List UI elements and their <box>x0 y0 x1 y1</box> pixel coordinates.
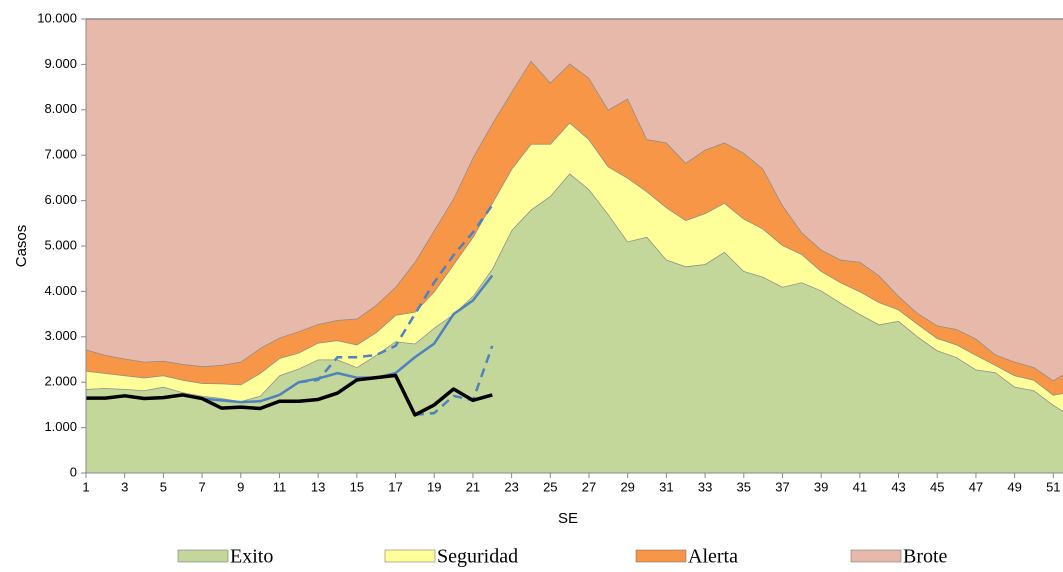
x-tick-label: 13 <box>311 479 325 494</box>
y-tick-label: 5.000 <box>44 237 77 252</box>
legend-label: Seguridad <box>437 546 518 568</box>
y-tick-label: 2.000 <box>44 374 77 389</box>
y-tick-label: 10.000 <box>37 10 77 25</box>
y-tick-label: 4.000 <box>44 283 77 298</box>
axes: 0 1.000 2.000 3.000 4.000 5.000 6.000 7.000 8.00… <box>37 10 1063 494</box>
x-tick-label: 17 <box>388 479 402 494</box>
legend-label: Exito <box>230 546 273 568</box>
area <box>86 173 1063 473</box>
x-tick-label: 11 <box>273 479 287 494</box>
y-tick-label: 0 <box>70 464 77 479</box>
x-axis-label: SE <box>558 510 578 527</box>
x-tick-label: 33 <box>698 479 712 494</box>
x-tick-label: 23 <box>504 479 518 494</box>
legend-swatch <box>635 549 687 563</box>
legend-swatch <box>384 549 436 563</box>
x-tick-label: 7 <box>198 479 205 494</box>
area <box>86 19 1063 381</box>
y-tick-label: 8.000 <box>44 101 77 116</box>
x-tick-label: 19 <box>427 479 441 494</box>
x-tick-label: 29 <box>620 479 634 494</box>
x-tick-label: 51 <box>1046 479 1060 494</box>
x-tick-label: 39 <box>814 479 828 494</box>
legend: Exito Seguridad Alerta Brote <box>177 546 948 568</box>
area <box>86 122 1063 412</box>
x-tick-label: 41 <box>853 479 867 494</box>
x-tick-label: 43 <box>891 479 905 494</box>
y-tick-label: 3.000 <box>44 328 77 343</box>
y-tick-label: 1.000 <box>44 419 77 434</box>
line <box>86 373 493 417</box>
legend-label: Brote <box>903 546 948 568</box>
y-tick-label: 7.000 <box>44 147 77 162</box>
x-tick-label: 1 <box>82 479 89 494</box>
y-tick-label: 9.000 <box>44 56 77 71</box>
x-tick-label: 25 <box>543 479 557 494</box>
legend-swatch <box>177 549 229 563</box>
x-tick-label: 35 <box>737 479 751 494</box>
x-tick-label: 9 <box>237 479 244 494</box>
x-tick-label: 31 <box>659 479 673 494</box>
legend-swatch <box>850 549 902 563</box>
y-tick-label: 6.000 <box>44 192 77 207</box>
x-tick-label: 45 <box>930 479 944 494</box>
line <box>298 204 494 384</box>
x-tick-label: 27 <box>582 479 596 494</box>
y-axis-label: Casos <box>13 225 30 268</box>
x-tick-label: 47 <box>969 479 983 494</box>
x-tick-label: 49 <box>1007 479 1021 494</box>
x-tick-label: 3 <box>121 479 128 494</box>
x-tick-label: 5 <box>160 479 167 494</box>
line <box>414 345 494 417</box>
plot-area <box>86 18 1063 473</box>
legend-label: Alerta <box>688 546 738 568</box>
x-tick-label: 15 <box>350 479 364 494</box>
x-tick-label: 21 <box>466 479 480 494</box>
x-tick-label: 37 <box>775 479 789 494</box>
